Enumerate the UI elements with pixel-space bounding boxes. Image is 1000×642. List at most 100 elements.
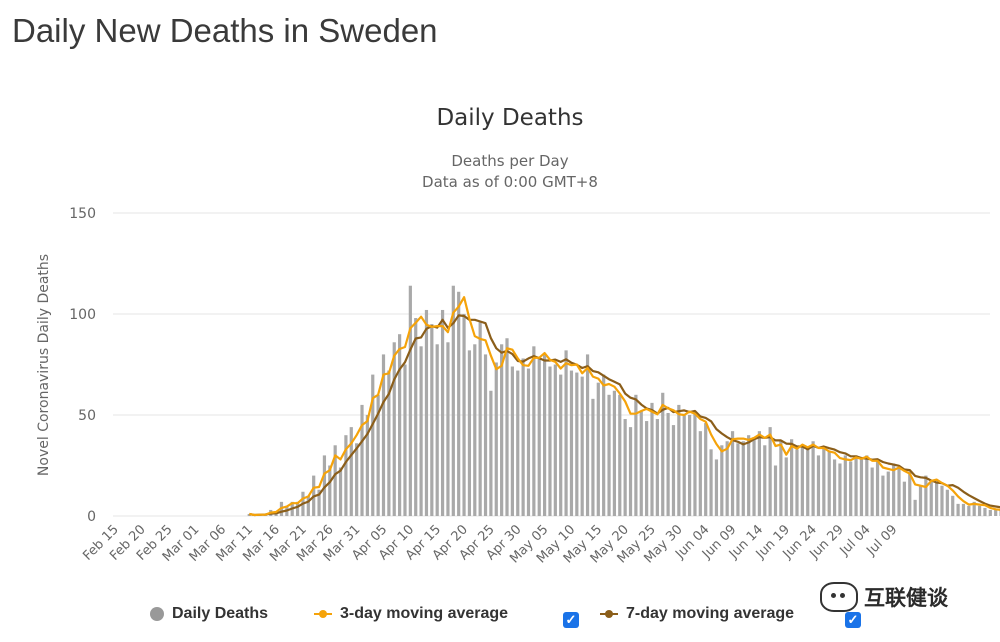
bar — [832, 459, 837, 516]
bar — [752, 437, 756, 516]
bar — [784, 457, 788, 516]
bar — [897, 467, 901, 516]
bar — [564, 350, 568, 516]
bar — [553, 364, 557, 516]
bar — [854, 455, 858, 516]
bar — [693, 410, 697, 516]
bar — [483, 354, 488, 516]
bar — [543, 354, 547, 516]
bar — [790, 439, 794, 516]
chart-subtitle-1: Deaths per Day — [451, 152, 568, 170]
bar — [838, 463, 842, 516]
bar — [935, 481, 939, 516]
bar — [467, 350, 472, 516]
bar — [725, 441, 729, 516]
watermark-text: 互联健谈 — [864, 586, 948, 610]
bar — [360, 404, 364, 516]
bar — [478, 322, 482, 516]
bar — [381, 354, 386, 516]
bar — [526, 368, 531, 516]
bar — [376, 394, 380, 516]
bar — [811, 441, 815, 516]
bar — [532, 346, 536, 516]
bar — [977, 505, 982, 516]
bar — [548, 366, 552, 516]
bar — [741, 441, 745, 516]
bar — [661, 392, 665, 516]
bar — [355, 443, 359, 516]
bar — [628, 427, 633, 516]
chart-subtitle-2: Data as of 0:00 GMT+8 — [422, 173, 598, 191]
bar — [596, 382, 600, 516]
bar — [902, 481, 906, 516]
y-tick-label: 50 — [78, 408, 96, 424]
bar — [843, 455, 847, 516]
bar — [779, 441, 783, 516]
bar — [687, 415, 692, 516]
bar — [365, 415, 369, 516]
bar — [940, 485, 944, 516]
legend-marker-daily-deaths — [150, 607, 164, 621]
y-tick-label: 0 — [87, 509, 96, 525]
x-tick-label: Jul 09 — [863, 522, 900, 559]
bar — [983, 507, 987, 516]
bar — [929, 481, 933, 516]
bar — [736, 443, 740, 516]
bar — [306, 495, 310, 516]
bar — [317, 489, 321, 516]
bar — [419, 346, 423, 516]
bar — [387, 370, 391, 516]
bar — [924, 475, 928, 516]
bar — [827, 451, 831, 516]
bar — [333, 445, 337, 516]
toggle-3day-ma-checkbox[interactable]: ✓ — [563, 612, 579, 628]
bar — [440, 309, 445, 516]
bar — [559, 374, 563, 516]
bar — [908, 471, 912, 516]
bar — [344, 435, 348, 516]
chart-title: Daily Deaths — [436, 105, 583, 131]
bar — [730, 431, 735, 516]
legend-item-daily-deaths[interactable]: Daily Deaths — [150, 605, 268, 623]
legend-item-7day-ma[interactable]: 7-day moving average — [600, 605, 794, 623]
bar — [494, 362, 498, 516]
bar — [859, 459, 864, 516]
bar — [945, 489, 949, 516]
legend-marker-7day-ma — [600, 607, 618, 621]
wechat-icon — [820, 582, 858, 612]
bar — [473, 344, 477, 516]
daily-deaths-chart: Daily Deaths Deaths per Day Data as of 0… — [36, 105, 1000, 566]
bar — [403, 364, 407, 516]
bar — [328, 465, 332, 516]
bar — [768, 427, 772, 516]
chart-legend: Daily Deaths 3-day moving average ✓ 7-da… — [0, 602, 1000, 632]
bar — [521, 358, 525, 516]
bar — [414, 318, 418, 516]
legend-marker-3day-ma — [314, 607, 332, 621]
toggle-7day-ma-checkbox[interactable]: ✓ — [845, 612, 861, 628]
bar — [392, 342, 396, 516]
bar — [994, 509, 998, 516]
bar — [424, 309, 429, 516]
bar — [671, 425, 676, 516]
bar — [698, 431, 702, 516]
bar — [849, 461, 853, 516]
bar — [967, 505, 971, 516]
bar — [951, 495, 955, 516]
bar — [988, 509, 992, 516]
bar — [489, 390, 493, 516]
bar — [655, 419, 659, 516]
bar — [602, 374, 606, 516]
bar — [435, 344, 439, 516]
legend-label-daily-deaths: Daily Deaths — [172, 605, 269, 622]
bar — [295, 501, 300, 516]
bar — [972, 501, 976, 516]
bar — [430, 324, 434, 516]
bar — [338, 467, 343, 516]
bar — [875, 459, 880, 516]
bar — [763, 445, 767, 516]
bar — [371, 374, 375, 516]
bar — [682, 415, 686, 516]
bar — [408, 285, 412, 516]
legend-item-3day-ma[interactable]: 3-day moving average — [314, 605, 508, 623]
